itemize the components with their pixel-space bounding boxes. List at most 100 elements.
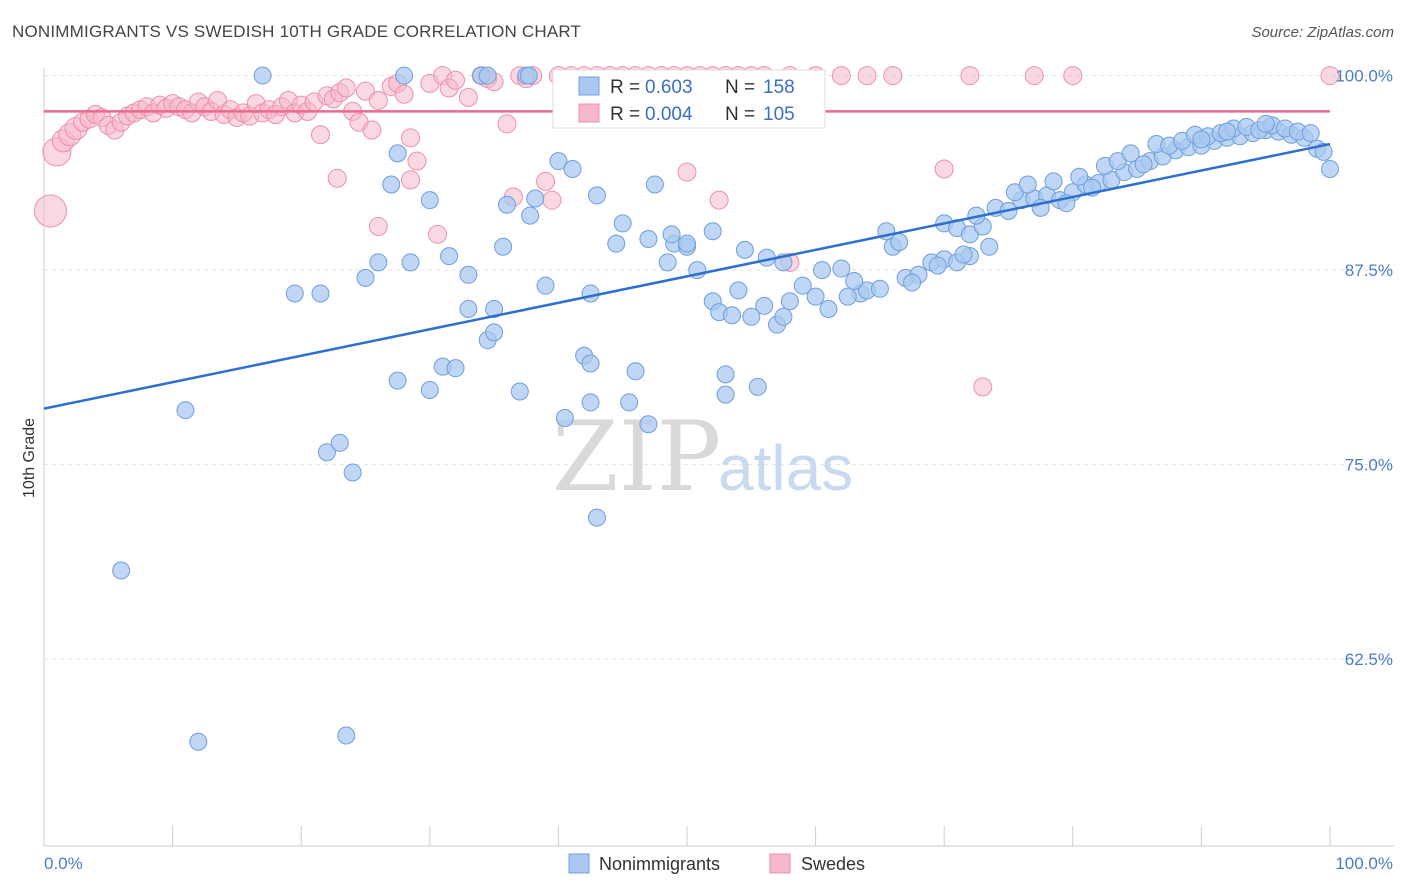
nonimmigrants-point-21 xyxy=(662,225,681,244)
nonimmigrants-point-67 xyxy=(581,354,600,373)
nonimmigrants-point-131 xyxy=(1070,167,1089,186)
nonimmigrants-point-52 xyxy=(845,272,864,291)
nonimmigrants-trend-line xyxy=(43,142,1331,410)
nonimmigrants-point-26 xyxy=(401,253,420,272)
nonimmigrants-point-79 xyxy=(716,385,735,404)
swedes-point-55 xyxy=(401,128,421,148)
nonimmigrants-point-78 xyxy=(388,371,407,390)
nonimmigrants-point-38 xyxy=(755,296,774,315)
nonimmigrants-point-152 xyxy=(1192,130,1211,149)
nonimmigrants-point-69 xyxy=(716,365,735,384)
swedes-point-92 xyxy=(960,66,980,86)
nonimmigrants-point-74 xyxy=(420,380,439,399)
nonimmigrants-point-157 xyxy=(903,273,922,292)
chart-title: NONIMMIGRANTS VS SWEDISH 10TH GRADE CORR… xyxy=(12,22,582,41)
swedes-point-97 xyxy=(368,217,388,237)
nonimmigrants-point-7 xyxy=(549,152,568,171)
nonimmigrants-point-87 xyxy=(112,561,131,580)
nonimmigrants-point-16 xyxy=(613,214,632,233)
y-axis-label: 10th Grade xyxy=(21,418,38,498)
swedes-point-91 xyxy=(883,66,903,86)
nonimmigrants-point-86 xyxy=(587,508,606,527)
swedes-point-56 xyxy=(407,151,427,171)
legend-r-value-2: 0.004 xyxy=(645,104,693,125)
legend-r-label-2: R = xyxy=(610,104,640,125)
nonimmigrants-point-0 xyxy=(253,66,272,85)
nonimmigrants-point-22 xyxy=(703,222,722,241)
nonimmigrants-point-1 xyxy=(395,66,414,85)
nonimmigrants-point-63 xyxy=(832,259,851,278)
nonimmigrants-point-155 xyxy=(954,245,973,264)
swedes-point-69 xyxy=(536,171,556,191)
swedes-point-106 xyxy=(973,377,993,397)
swedes-point-42 xyxy=(310,125,330,145)
watermark-zip: ZIP xyxy=(552,401,721,513)
nonimmigrants-point-150 xyxy=(1314,142,1333,161)
swedes-point-51 xyxy=(368,90,388,110)
x-tick-label-max: 100.0% xyxy=(1335,854,1393,873)
legend-r-label-1: R = xyxy=(610,77,640,98)
nonimmigrants-point-10 xyxy=(497,195,516,214)
nonimmigrants-point-88 xyxy=(189,732,208,751)
watermark-atlas: atlas xyxy=(718,432,853,504)
nonimmigrants-point-31 xyxy=(536,276,555,295)
swedes-point-54 xyxy=(394,84,414,104)
swedes-point-61 xyxy=(458,87,478,107)
nonimmigrants-point-84 xyxy=(330,433,349,452)
nonimmigrants-point-35 xyxy=(658,253,677,272)
bottom-legend-nonimmigrants: Nonimmigrants xyxy=(599,854,720,874)
swedes-point-65 xyxy=(497,114,517,134)
swedes-point-96 xyxy=(401,170,421,190)
nonimmigrants-point-80 xyxy=(176,401,195,420)
nonimmigrants-point-30 xyxy=(311,284,330,303)
nonimmigrants-point-77 xyxy=(620,393,639,412)
nonimmigrants-point-71 xyxy=(774,307,793,326)
nonimmigrants-point-154 xyxy=(980,237,999,256)
nonimmigrants-point-62 xyxy=(813,261,832,280)
source-label: Source: ZipAtlas.com xyxy=(1251,24,1394,41)
nonimmigrants-point-136 xyxy=(1134,155,1153,174)
nonimmigrants-point-90 xyxy=(678,234,696,253)
legend-r-value-1: 0.603 xyxy=(645,77,693,98)
nonimmigrants-point-76 xyxy=(581,393,600,412)
legend-n-label-1: N = xyxy=(725,77,755,98)
nonimmigrants-point-6 xyxy=(388,144,407,163)
bottom-legend-swatch-swedes xyxy=(769,853,791,874)
swedes-point-98 xyxy=(327,168,347,188)
nonimmigrants-point-36 xyxy=(729,281,748,300)
nonimmigrants-point-49 xyxy=(870,279,889,298)
legend-swatch-swedes xyxy=(578,103,600,123)
swedes-point-102 xyxy=(677,162,697,182)
swedes-point-103 xyxy=(709,190,729,210)
nonimmigrants-point-33 xyxy=(459,300,478,319)
nonimmigrants-point-73 xyxy=(446,359,465,378)
nonimmigrants-point-12 xyxy=(521,206,540,225)
nonimmigrants-point-91 xyxy=(735,240,754,259)
legend-n-value-1: 158 xyxy=(763,77,795,98)
nonimmigrants-point-129 xyxy=(1044,172,1063,191)
nonimmigrants-point-81 xyxy=(555,408,574,427)
nonimmigrants-point-149 xyxy=(1301,124,1320,143)
nonimmigrants-point-32 xyxy=(485,300,504,319)
nonimmigrants-point-89 xyxy=(337,726,356,745)
y-tick-label-2: 75.0% xyxy=(1345,456,1393,475)
swedes-point-50 xyxy=(362,120,382,140)
y-tick-label-3: 62.5% xyxy=(1345,650,1393,669)
swedes-point-60 xyxy=(446,70,466,90)
nonimmigrants-point-85 xyxy=(343,463,362,482)
nonimmigrants-point-46 xyxy=(838,287,857,306)
bottom-legend: Nonimmigrants Swedes xyxy=(568,853,865,874)
nonimmigrants-point-48 xyxy=(793,276,812,295)
nonimmigrants-point-24 xyxy=(440,247,459,266)
nonimmigrants-point-156 xyxy=(928,256,947,275)
nonimmigrants-point-27 xyxy=(459,265,478,284)
swedes-point-0 xyxy=(33,194,67,228)
nonimmigrants-points xyxy=(112,66,1339,751)
nonimmigrants-point-14 xyxy=(563,159,582,178)
swedes-point-93 xyxy=(1024,66,1044,86)
swedes-point-99 xyxy=(428,224,448,244)
nonimmigrants-point-125 xyxy=(1321,159,1339,178)
swedes-point-95 xyxy=(1320,66,1340,86)
nonimmigrants-point-9 xyxy=(420,191,439,210)
